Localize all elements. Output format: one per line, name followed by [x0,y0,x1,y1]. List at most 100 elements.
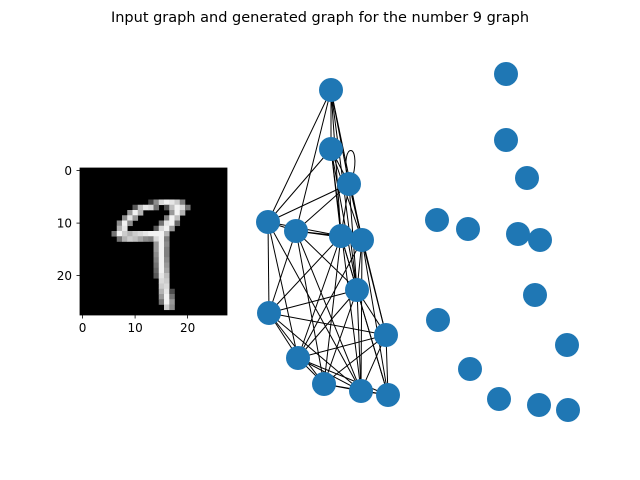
digit-pixel [153,246,160,253]
digit-pixel [158,241,165,248]
digit-pixel [169,204,175,211]
digit-pixel [127,231,133,237]
digit-pixel [153,241,160,248]
digit-pixel [164,299,170,305]
digit-pixel [137,231,144,237]
input-graph-edge [267,221,299,359]
digit-pixel [158,252,165,258]
input-graph-edge [267,221,270,314]
input-graph-edge [297,334,387,359]
input-graph-node-9 [374,323,398,347]
digit-pixel [137,204,144,211]
input-graph-edge [267,183,350,223]
digit-pixel [169,304,175,311]
generated-graph-node-3 [425,208,449,232]
digit-pixel [164,236,170,242]
digit-pixel [127,220,133,227]
input-graph-edge [268,235,342,314]
digit-pixel [148,231,154,237]
digit-pixel [122,225,128,232]
digit-pixel [164,215,170,221]
input-graph-edge [356,289,389,396]
digit-pixel [143,236,149,242]
digit-pixel [127,236,133,242]
input-graph-node-10 [286,346,310,370]
input-graph-node-4 [284,219,308,243]
digit-pixel [164,246,170,253]
digit-pixel [179,210,186,216]
x-tick-label-20: 20 [180,321,195,335]
digit-pixel [116,236,123,242]
input-graph-edge [267,89,332,223]
digit-pixel [153,199,160,206]
digit-pixel [143,204,149,211]
digit-pixel [164,220,170,227]
digit-pixel [158,199,165,206]
input-graph-edge [295,230,362,392]
generated-graph-node-13 [556,398,580,422]
digit-pixel [164,294,170,300]
digit-pixel [122,220,128,227]
digit-pixel [143,231,149,237]
input-graph-edge [295,230,325,385]
digit-pixel [132,215,139,221]
digit-pixel [132,204,139,211]
digit-pixel [164,273,170,279]
digit-pixel [169,210,175,216]
digit-pixel [158,283,165,290]
digit-pixel [153,231,160,237]
digit-image-pixels [111,199,191,311]
input-graph-node-5 [329,224,353,248]
digit-pixel [127,210,133,216]
digit-pixel [164,288,170,295]
input-graph-node-2 [337,172,361,196]
input-graph-node-12 [349,379,373,403]
generated-graph-node-9 [555,333,579,357]
input-graph-edge [323,334,387,385]
y-tick-label-0: 0 [64,164,72,178]
digit-pixel [169,225,175,232]
digit-pixel [164,283,170,290]
digit-pixel [164,225,170,232]
input-graph-node-0 [319,78,343,102]
digit-pixel [169,294,175,300]
digit-pixel [122,215,128,221]
digit-pixel [164,252,170,258]
digit-pixel [179,204,186,211]
digit-pixel [174,210,181,216]
digit-pixel [169,299,175,305]
digit-pixel [137,210,144,216]
digit-pixel [158,231,165,237]
input-graph-node-7 [345,278,369,302]
input-graph-edge [297,357,389,396]
digit-pixel [174,215,181,221]
x-tick-label-0: 0 [79,321,87,335]
digit-pixel [158,225,165,232]
generated-graph-node-8 [426,308,450,332]
digit-pixel [153,225,160,232]
input-graph-self-loop [345,150,356,177]
digit-pixel [158,257,165,263]
input-digit-image-panel: 0 10 20 0 10 20 [57,164,228,335]
digit-pixel [158,299,165,305]
digit-pixel [174,199,181,206]
digit-pixel [169,288,175,295]
generated-graph-node-6 [528,228,552,252]
generated-graph-node-12 [527,393,551,417]
digit-pixel [158,236,165,242]
input-graph-node-8 [257,301,281,325]
input-graph-edge [360,239,363,392]
input-graph-edge [268,289,358,314]
digit-pixel [132,236,139,242]
input-graph-edge [268,312,387,336]
input-graph-edge [323,289,358,385]
generated-graph-node-4 [456,217,480,241]
input-graph-edge [297,235,342,359]
generated-graph-node-7 [523,283,547,307]
digit-pixel [158,246,165,253]
digit-pixel [158,262,165,269]
image-axes-frame [79,167,228,316]
input-graph-edge [267,148,332,223]
digit-pixel [153,236,160,242]
